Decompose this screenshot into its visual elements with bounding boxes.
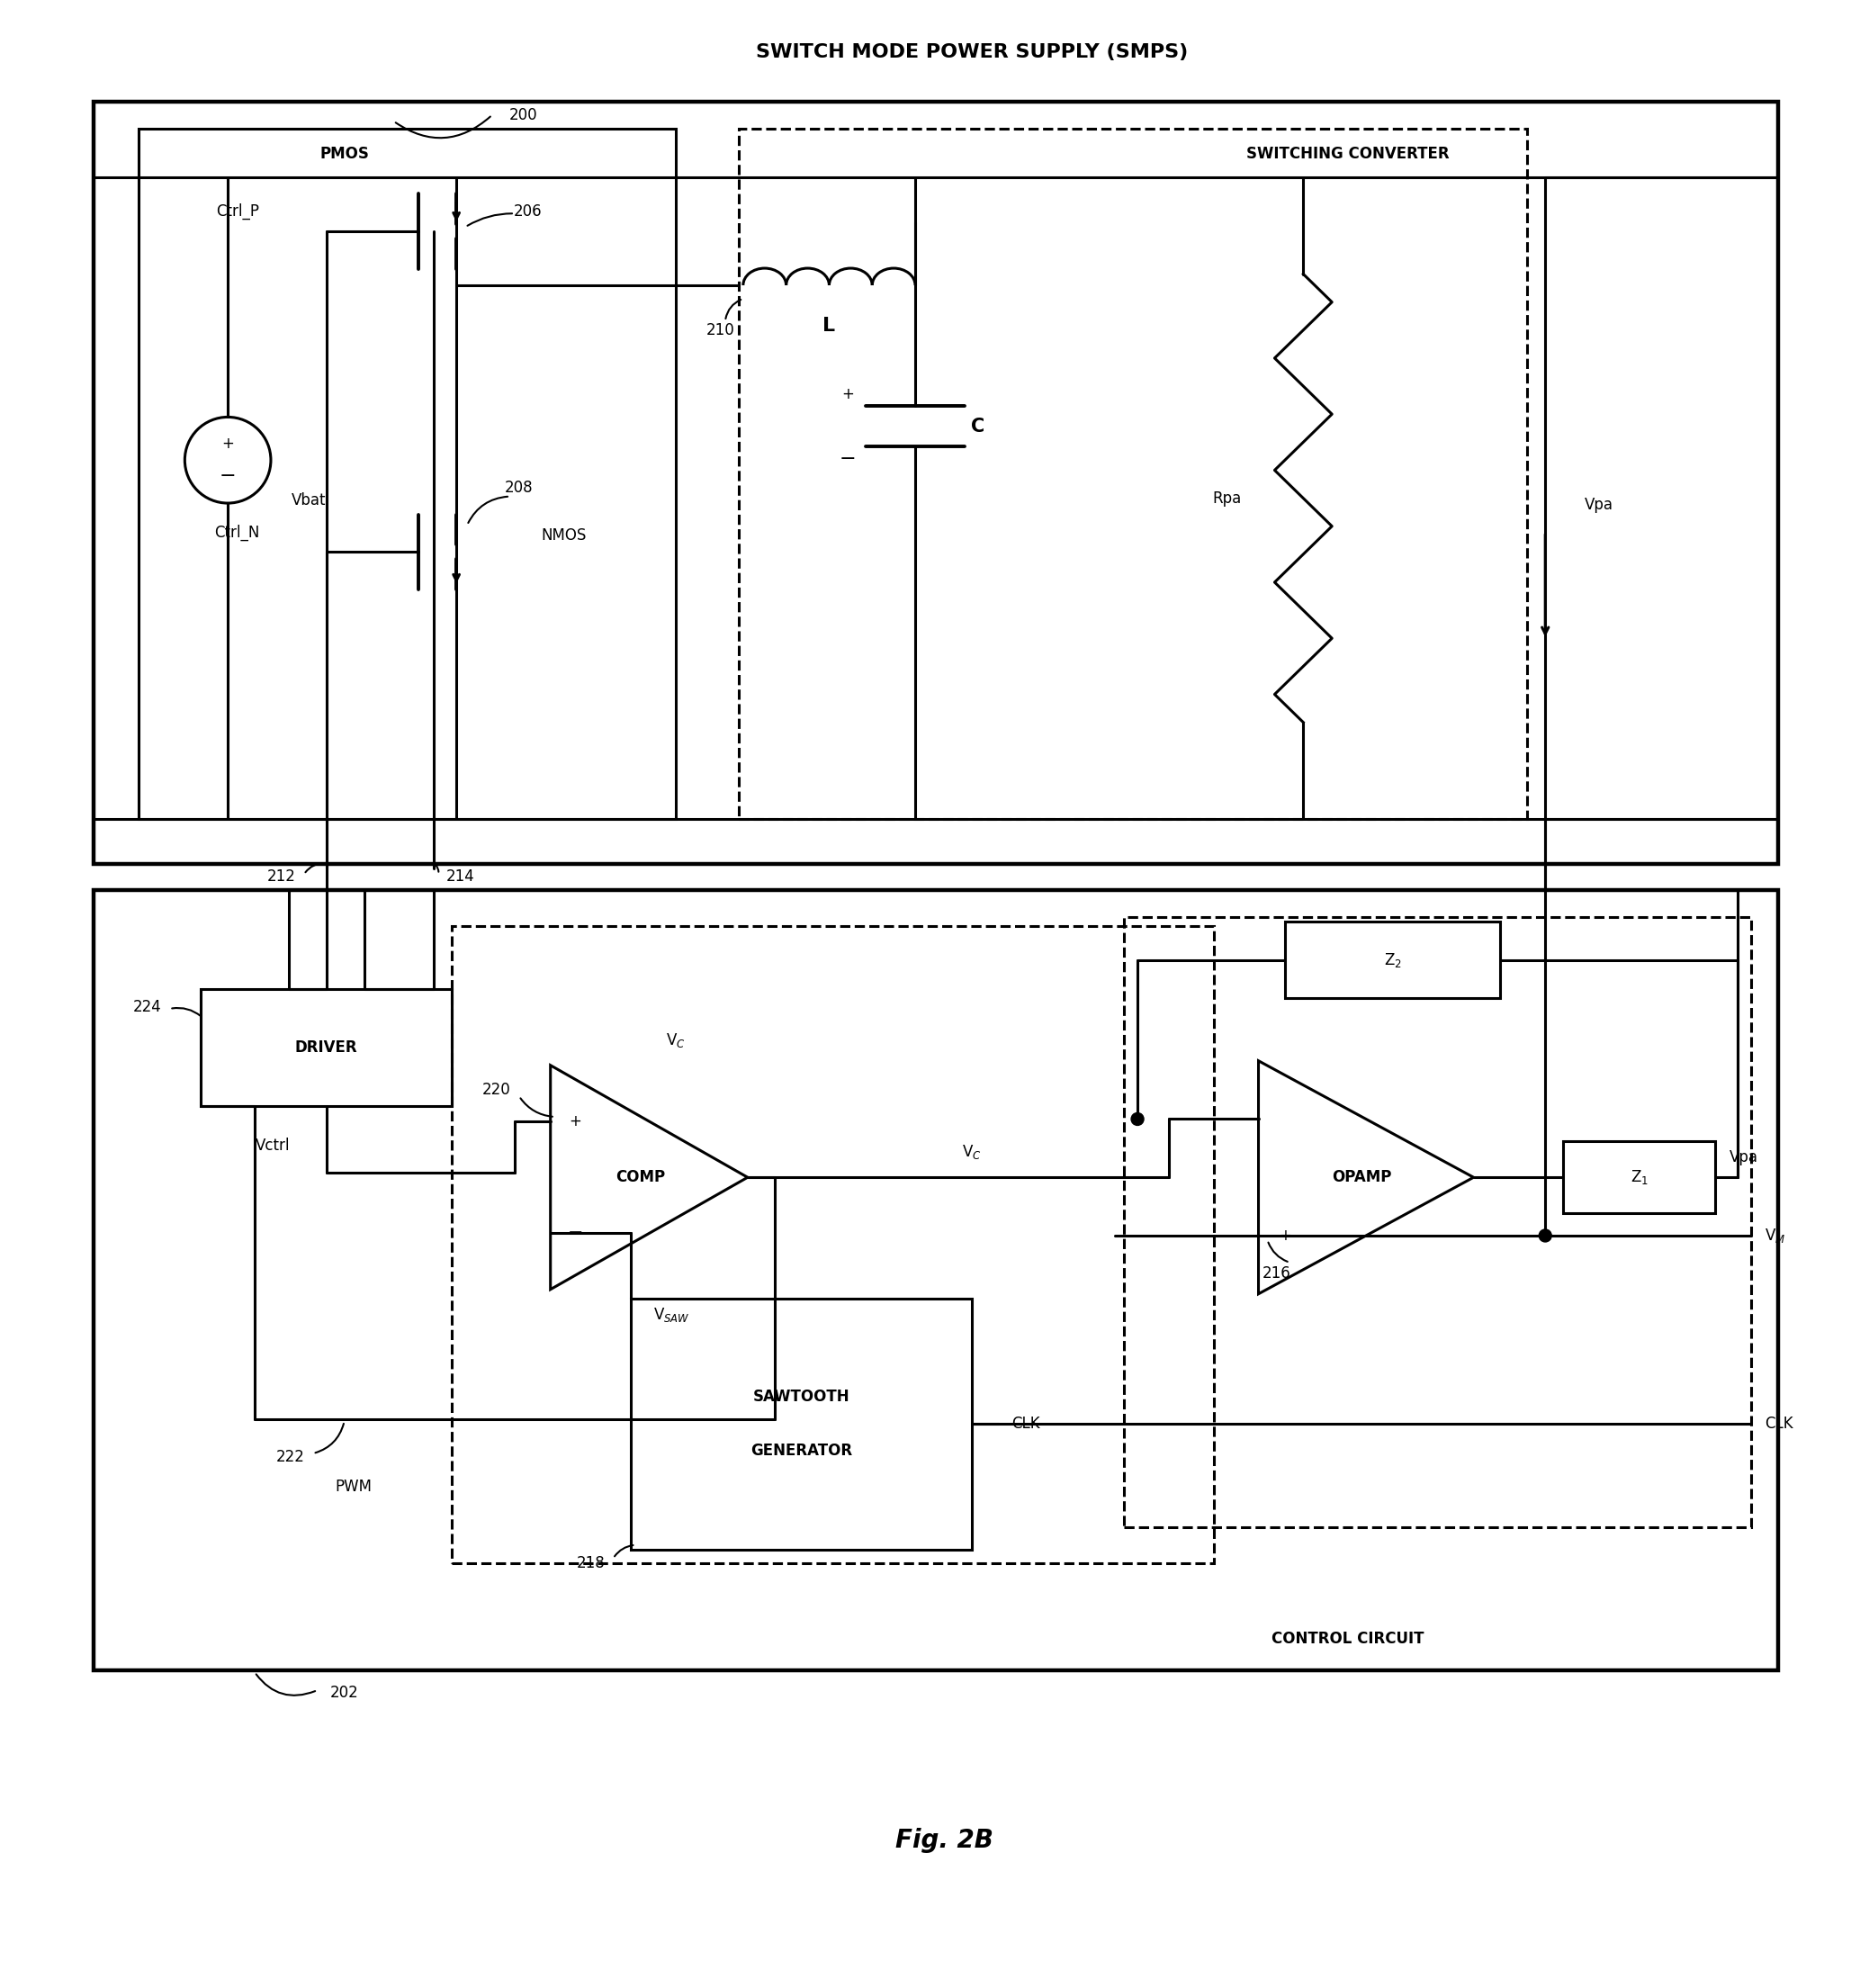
Text: −: − bbox=[839, 449, 856, 469]
Text: 220: 220 bbox=[482, 1081, 512, 1097]
Text: Vctrl: Vctrl bbox=[255, 1137, 290, 1155]
Bar bbox=[1562, 1141, 1715, 1213]
Text: −: − bbox=[567, 1225, 584, 1242]
Text: V$_C$: V$_C$ bbox=[666, 1032, 686, 1050]
Text: COMP: COMP bbox=[616, 1169, 664, 1185]
Text: +: + bbox=[843, 386, 854, 402]
Bar bbox=[1123, 916, 1752, 1527]
Text: V$_M$: V$_M$ bbox=[1765, 1227, 1786, 1244]
Text: 214: 214 bbox=[446, 869, 474, 885]
Text: −: − bbox=[219, 467, 236, 485]
Text: PMOS: PMOS bbox=[320, 145, 368, 161]
Text: Vpa: Vpa bbox=[1585, 497, 1613, 513]
Text: Rpa: Rpa bbox=[1213, 491, 1242, 507]
Text: 218: 218 bbox=[577, 1555, 604, 1571]
Text: V$_C$: V$_C$ bbox=[962, 1143, 982, 1161]
Text: 224: 224 bbox=[132, 998, 162, 1016]
Text: Ctrl_N: Ctrl_N bbox=[214, 525, 259, 541]
Text: 216: 216 bbox=[1263, 1264, 1291, 1282]
Text: +: + bbox=[1280, 1227, 1291, 1244]
Text: Vbat: Vbat bbox=[292, 493, 326, 509]
Bar bbox=[93, 891, 1778, 1670]
Bar bbox=[93, 101, 1778, 863]
Bar bbox=[631, 1298, 971, 1549]
Text: GENERATOR: GENERATOR bbox=[750, 1443, 852, 1459]
Text: PWM: PWM bbox=[335, 1479, 372, 1495]
Text: SAWTOOTH: SAWTOOTH bbox=[753, 1390, 850, 1406]
Text: 210: 210 bbox=[707, 322, 735, 338]
Text: 200: 200 bbox=[510, 107, 538, 123]
Text: DRIVER: DRIVER bbox=[296, 1040, 357, 1056]
Text: OPAMP: OPAMP bbox=[1332, 1169, 1391, 1185]
Text: 222: 222 bbox=[275, 1449, 305, 1465]
Text: V$_{SAW}$: V$_{SAW}$ bbox=[653, 1306, 690, 1324]
Text: SWITCH MODE POWER SUPPLY (SMPS): SWITCH MODE POWER SUPPLY (SMPS) bbox=[755, 44, 1189, 62]
Text: NMOS: NMOS bbox=[541, 527, 586, 545]
Text: SWITCHING CONVERTER: SWITCHING CONVERTER bbox=[1246, 145, 1449, 161]
Text: 202: 202 bbox=[329, 1684, 359, 1702]
Text: 208: 208 bbox=[504, 479, 534, 495]
Text: +: + bbox=[569, 1113, 582, 1129]
Bar bbox=[1285, 922, 1501, 998]
Circle shape bbox=[1131, 1113, 1144, 1125]
Text: Z$_1$: Z$_1$ bbox=[1631, 1169, 1648, 1187]
Text: 212: 212 bbox=[268, 869, 296, 885]
Text: CLK: CLK bbox=[1012, 1415, 1040, 1431]
Bar bbox=[138, 129, 675, 819]
Text: Fig. 2B: Fig. 2B bbox=[897, 1829, 993, 1853]
Bar bbox=[738, 129, 1527, 819]
Text: Z$_2$: Z$_2$ bbox=[1384, 950, 1402, 968]
Text: L: L bbox=[822, 316, 835, 334]
Text: 206: 206 bbox=[513, 203, 543, 221]
Text: C: C bbox=[971, 417, 984, 435]
Text: CLK: CLK bbox=[1765, 1415, 1793, 1431]
Text: +: + bbox=[221, 435, 234, 451]
Circle shape bbox=[1538, 1229, 1551, 1242]
Text: CONTROL CIRCUIT: CONTROL CIRCUIT bbox=[1272, 1630, 1425, 1648]
Text: Vpa: Vpa bbox=[1730, 1149, 1758, 1165]
Bar bbox=[452, 926, 1215, 1563]
Bar bbox=[201, 990, 452, 1105]
Text: Ctrl_P: Ctrl_P bbox=[216, 203, 259, 221]
